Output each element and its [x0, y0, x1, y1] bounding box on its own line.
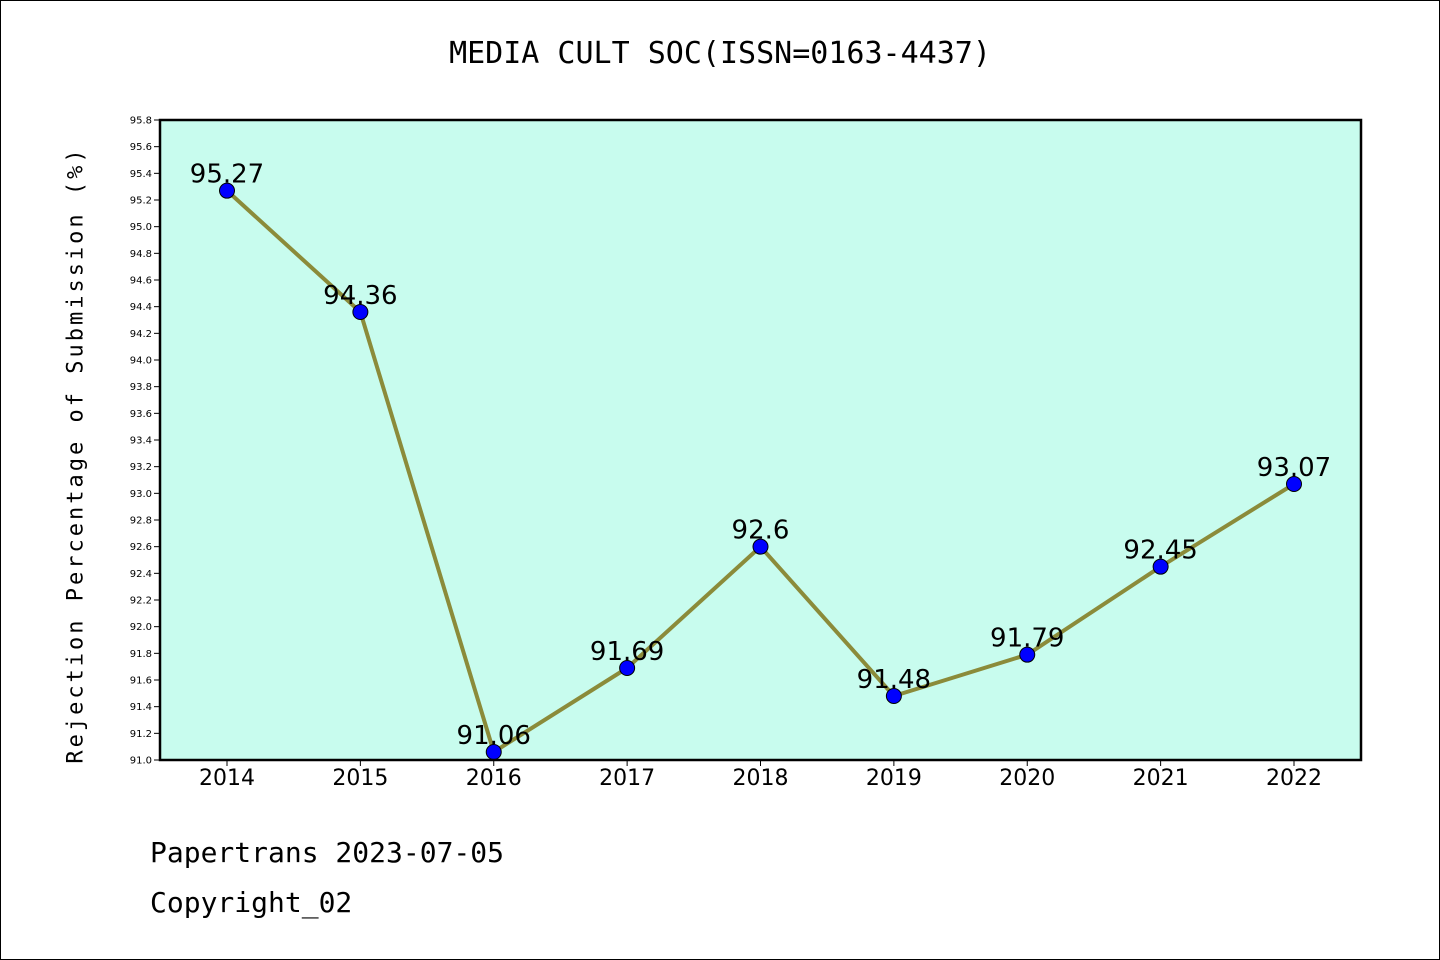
x-tick-label: 2017	[599, 766, 655, 791]
marker-group	[219, 182, 1302, 760]
footer-source: Papertrans 2023-07-05	[150, 836, 505, 869]
data-label: 91.48	[857, 665, 931, 695]
y-tick-label: 92.8	[130, 516, 152, 527]
y-tick-label: 94.8	[130, 249, 152, 260]
x-tick-label: 2019	[866, 766, 922, 791]
y-tick-label: 91.4	[130, 702, 152, 713]
y-tick-label: 93.0	[130, 489, 152, 500]
data-point	[1152, 558, 1169, 575]
y-tick-label: 95.8	[130, 116, 152, 127]
y-tick-label: 92.2	[130, 596, 152, 607]
y-tick-label: 95.6	[130, 142, 152, 153]
y-tick-label: 93.8	[130, 382, 152, 393]
y-tick-label: 94.4	[130, 302, 152, 313]
data-label: 92.6	[732, 516, 790, 546]
data-point	[885, 688, 902, 704]
plot-border	[158, 118, 1363, 762]
y-tick-label: 93.2	[130, 462, 152, 473]
data-point	[219, 182, 235, 199]
data-point	[352, 304, 369, 320]
y-tick-label: 95.0	[130, 222, 152, 233]
x-tick-label: 2015	[332, 766, 388, 791]
data-label: 92.45	[1123, 536, 1197, 566]
plot-area	[160, 120, 1361, 760]
y-tick-label: 95.2	[130, 196, 152, 207]
y-tick-label: 91.8	[130, 649, 152, 660]
x-tick-label: 2018	[733, 766, 789, 791]
y-tick-label: 94.6	[130, 276, 152, 287]
y-tick-label: 91.6	[130, 676, 152, 687]
y-tick-label: 95.4	[130, 169, 152, 180]
footer-copyright: Copyright_02	[150, 886, 353, 919]
y-tick-label: 93.6	[130, 409, 152, 420]
y-axis-ticks: 91.0 91.2 91.4 91.6 91.8 92.0 92.2 92.4 92.6 92.8…	[130, 116, 160, 767]
data-label: 93.07	[1257, 453, 1331, 483]
x-tick-label: 2020	[999, 766, 1055, 791]
x-tick-label: 2014	[199, 766, 255, 791]
y-tick-label: 94.0	[130, 356, 152, 367]
y-tick-label: 93.4	[130, 436, 152, 447]
x-tick-label: 2022	[1266, 766, 1322, 791]
data-point	[1286, 476, 1302, 492]
y-tick-label: 92.0	[130, 622, 152, 633]
data-label: 95.27	[190, 160, 264, 190]
data-label-group: 95.27 94.36 91.06 91.69 92.6 91.48 91.79 92.45 9…	[190, 160, 1331, 751]
y-tick-label: 92.6	[130, 542, 152, 553]
y-tick-label: 91.0	[130, 756, 152, 767]
y-tick-label: 92.4	[130, 569, 152, 580]
y-tick-label: 94.2	[130, 329, 152, 340]
data-point	[752, 538, 769, 555]
data-label: 91.69	[590, 637, 664, 667]
chart-title: MEDIA CULT SOC(ISSN=0163-4437)	[449, 36, 991, 71]
data-point	[619, 660, 636, 676]
x-tick-label: 2021	[1133, 766, 1189, 791]
y-tick-label: 91.2	[130, 729, 152, 740]
data-label: 94.36	[323, 281, 397, 311]
data-label: 91.06	[457, 721, 531, 751]
data-point	[1019, 646, 1036, 663]
x-tick-label: 2016	[466, 766, 522, 791]
data-label: 91.79	[990, 624, 1064, 654]
x-axis-ticks: 2014 2015 2016 2017 2018 2019 2020 2021 2022	[199, 760, 1322, 791]
